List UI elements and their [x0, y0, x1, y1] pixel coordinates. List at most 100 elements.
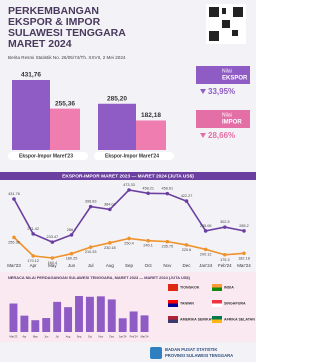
value-label: 396.83 [85, 200, 97, 204]
point [146, 238, 150, 243]
value-label: 255,36 [55, 100, 75, 107]
point [69, 233, 74, 237]
bar [42, 318, 51, 332]
summary-change: 33,95% [208, 87, 235, 96]
summary-box [196, 66, 250, 84]
flag [212, 316, 222, 320]
x-tick-label: Oct [88, 335, 92, 339]
country-name: TAIWAN [180, 301, 194, 305]
chart-title: NERACA NILAI PERDAGANGAN SULAWESI TENGGA… [8, 275, 191, 280]
down-arrow [200, 133, 206, 138]
value-label: 431,76 [21, 72, 41, 79]
point [127, 188, 131, 192]
x-tick-label: Feb'24 [130, 335, 138, 339]
x-tick-label: Apr [30, 263, 38, 268]
bar [75, 296, 83, 332]
point [12, 197, 16, 201]
point [108, 207, 112, 212]
bar [12, 80, 50, 150]
bar [140, 315, 149, 332]
bar [129, 311, 138, 332]
value-label: 235.75 [162, 245, 174, 249]
value-label: 250.4 [124, 241, 134, 245]
country-name: TIONGKOK [180, 285, 200, 289]
flag [212, 287, 222, 291]
title-line: PERKEMBANGAN [8, 5, 99, 17]
value-label: 160.4 [48, 261, 58, 265]
point [165, 239, 170, 244]
flag [212, 300, 222, 304]
summary-box [196, 110, 250, 128]
title-line: SULAWESI TENGGARA [8, 27, 126, 39]
country-name: AMERIKA SERIKAT [180, 317, 214, 321]
category-pill [8, 152, 88, 160]
value-label: 285.06 [200, 224, 212, 228]
point [203, 229, 208, 233]
country-name: SINGAPURA [224, 301, 246, 305]
summary-change: 28,66% [208, 131, 235, 140]
bar [118, 318, 127, 332]
flag [168, 300, 178, 304]
x-tick-label: Sep [77, 335, 82, 339]
x-tick-label: Apr [22, 335, 26, 339]
value-label: 180.25 [66, 257, 78, 261]
point [223, 252, 227, 257]
bar [50, 108, 80, 150]
value-label: 233.47 [47, 235, 59, 239]
point [50, 256, 55, 260]
line-banner [0, 172, 256, 180]
flag [168, 287, 178, 291]
flag [168, 284, 178, 288]
x-tick-label: Nov [99, 335, 104, 339]
flag [168, 316, 178, 320]
x-tick-label: May [33, 335, 39, 339]
point [242, 229, 246, 233]
point [242, 251, 246, 256]
point [31, 254, 35, 258]
x-tick-label: Mar'23 [10, 335, 18, 339]
flag [212, 303, 222, 307]
point [69, 251, 74, 256]
bar [85, 296, 94, 332]
x-tick-label: Feb'24 [218, 263, 232, 268]
value-label: 458.21 [142, 186, 154, 190]
value-label: 384.04 [104, 202, 116, 206]
value-label: 285,20 [107, 95, 127, 102]
x-tick-label: Mar'24 [141, 335, 149, 339]
point [184, 243, 189, 247]
summary-label: Nilai [222, 112, 232, 118]
x-tick-label: May [48, 263, 57, 268]
x-tick-label: Sep [125, 263, 134, 268]
x-tick-label: Ekspor-Impor Maret'23 [19, 153, 73, 159]
point [146, 191, 150, 196]
footer-text: PROVINSI SULAWESI TENGGARA [165, 353, 233, 358]
flag [212, 284, 222, 288]
footer-text: BADAN PUSAT STATISTIK [165, 347, 217, 352]
value-label: 210.33 [85, 250, 97, 254]
value-label: 302.5 [220, 220, 230, 224]
summary-series: IMPOR [222, 120, 242, 126]
title-line: EKSPOR & IMPOR [8, 16, 101, 28]
point [12, 235, 16, 240]
flag [168, 303, 178, 307]
point [50, 240, 55, 244]
country-name: INDIA [224, 285, 234, 289]
point [203, 247, 208, 252]
value-label: 473.33 [123, 183, 135, 187]
x-tick-label: Jul [55, 335, 59, 339]
down-arrow [200, 89, 206, 94]
category-pill [94, 152, 174, 160]
point [108, 241, 112, 245]
value-label: 431.76 [8, 192, 20, 196]
value-label: 255.36 [8, 240, 20, 244]
bar [31, 320, 40, 332]
footer-bg [0, 344, 256, 362]
x-tick-label: Jun [44, 335, 49, 339]
value-label: 266.7 [67, 228, 77, 232]
value-label: 220.6 [182, 248, 192, 252]
x-tick-label: Mar'24 [237, 263, 251, 268]
title-line: MARET 2024 [8, 38, 72, 50]
point [31, 232, 35, 236]
summary-series: EKSPOR [222, 76, 248, 82]
